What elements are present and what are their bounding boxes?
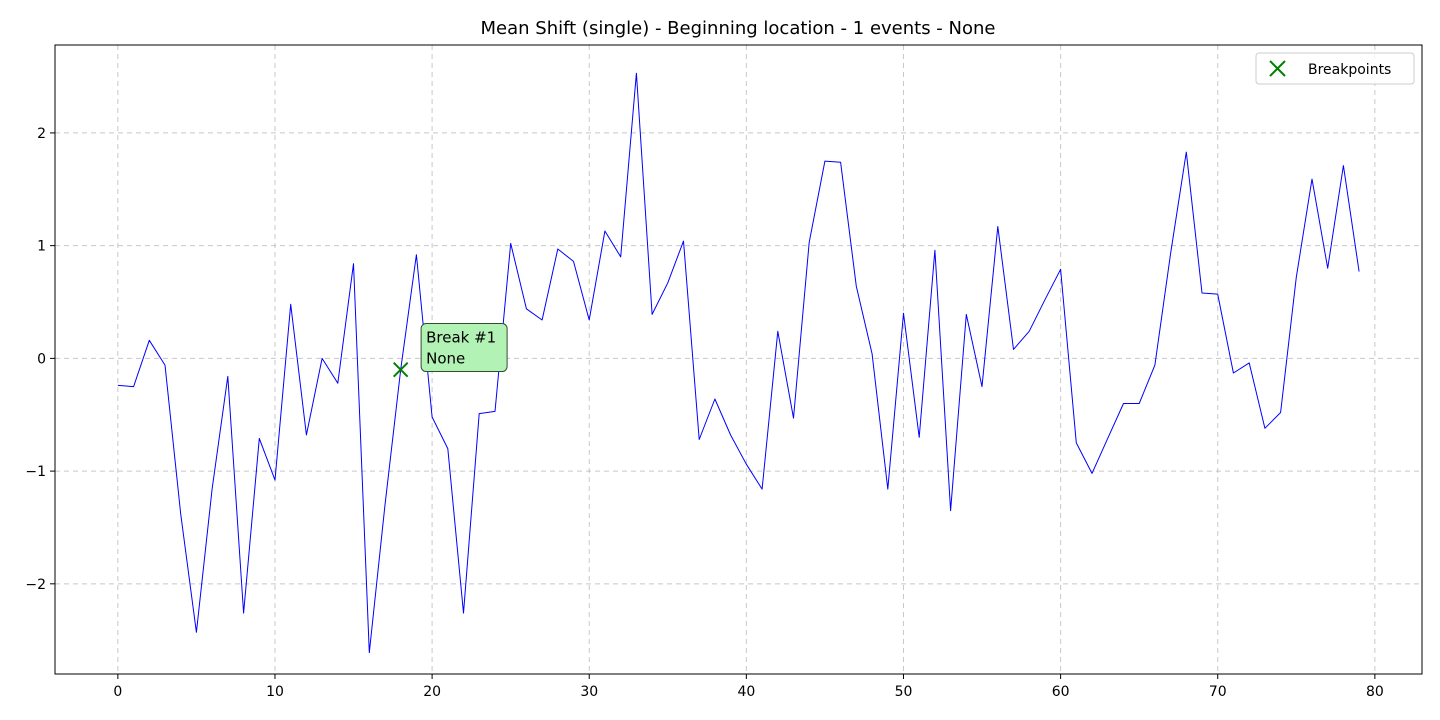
y-tick-label: −2 [25, 577, 46, 593]
legend-label-breakpoints: Breakpoints [1308, 62, 1391, 78]
y-tick-label: 2 [37, 126, 46, 142]
x-tick-label: 80 [1366, 684, 1384, 700]
x-tick-label: 50 [895, 684, 913, 700]
series-line [117, 72, 1360, 654]
grid [55, 45, 1422, 674]
legend: Breakpoints [1255, 52, 1415, 85]
axis-ticks: 0 10 20 30 40 50 60 70 80 −2 −1 0 1 2 [25, 126, 1383, 700]
breakpoint-marker [392, 361, 409, 378]
y-tick-label: 0 [37, 351, 46, 367]
annotation-background [420, 323, 508, 373]
series-lines [117, 72, 1360, 654]
annotations: Break #1 None [420, 323, 508, 373]
x-tick-label: 0 [113, 684, 122, 700]
x-tick-label: 10 [266, 684, 284, 700]
annotation-box: Break #1 None [420, 323, 508, 373]
x-tick-label: 70 [1209, 684, 1227, 700]
x-tick-label: 20 [423, 684, 441, 700]
x-tick-label: 30 [580, 684, 598, 700]
annotation-line-2: None [426, 350, 465, 368]
plot-frame [54, 44, 1423, 675]
chart-title: Mean Shift (single) - Beginning location… [481, 18, 996, 39]
y-tick-label: 1 [37, 239, 46, 255]
y-tick-label: −1 [25, 464, 46, 480]
annotation-line-1: Break #1 [426, 329, 496, 347]
x-tick-label: 40 [737, 684, 755, 700]
legend-box [1255, 52, 1415, 85]
breakpoint-markers [392, 361, 409, 378]
x-tick-label: 60 [1052, 684, 1070, 700]
legend-breakpoint-icon [1269, 60, 1286, 77]
